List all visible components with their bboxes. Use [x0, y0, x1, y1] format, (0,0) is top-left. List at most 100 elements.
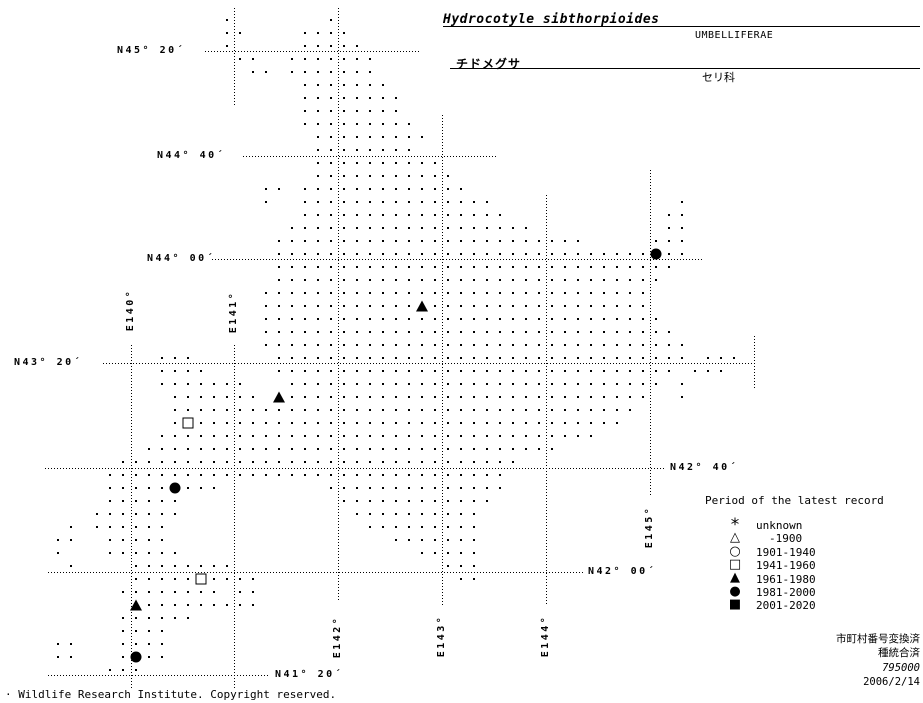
map-grid-dot: [317, 461, 319, 463]
map-grid-dot: [161, 643, 163, 645]
map-grid-dot: [304, 201, 306, 203]
map-grid-dot: [343, 175, 345, 177]
map-grid-dot: [356, 357, 358, 359]
map-grid-dot: [213, 591, 215, 593]
map-grid-dot: [590, 370, 592, 372]
map-grid-dot: [408, 305, 410, 307]
map-grid-dot: [330, 357, 332, 359]
map-grid-dot: [434, 487, 436, 489]
map-grid-dot: [447, 253, 449, 255]
map-grid-dot: [460, 240, 462, 242]
map-grid-dot: [330, 461, 332, 463]
map-grid-dot: [577, 279, 579, 281]
map-grid-dot: [356, 279, 358, 281]
map-grid-dot: [291, 58, 293, 60]
map-grid-dot: [135, 643, 137, 645]
map-grid-dot: [395, 136, 397, 138]
map-grid-dot: [265, 331, 267, 333]
map-grid-dot: [564, 253, 566, 255]
map-grid-dot: [408, 422, 410, 424]
map-grid-dot: [304, 318, 306, 320]
map-grid-dot: [733, 357, 735, 359]
map-grid-dot: [499, 461, 501, 463]
map-grid-dot: [135, 500, 137, 502]
map-grid-dot: [304, 188, 306, 190]
map-grid-dot: [265, 305, 267, 307]
map-grid-dot: [226, 474, 228, 476]
map-grid-dot: [213, 396, 215, 398]
map-grid-dot: [135, 513, 137, 515]
map-grid-dot: [460, 292, 462, 294]
map-grid-dot: [200, 565, 202, 567]
map-grid-dot: [200, 396, 202, 398]
record-filled-triangle: [130, 599, 142, 611]
map-grid-dot: [460, 253, 462, 255]
map-grid-dot: [577, 292, 579, 294]
map-grid-dot: [473, 461, 475, 463]
map-grid-dot: [317, 45, 319, 47]
map-grid-dot: [577, 266, 579, 268]
map-grid-dot: [538, 253, 540, 255]
map-grid-dot: [460, 526, 462, 528]
map-grid-dot: [265, 435, 267, 437]
map-grid-dot: [434, 383, 436, 385]
map-grid-dot: [213, 383, 215, 385]
map-grid-dot: [538, 435, 540, 437]
map-grid-dot: [330, 266, 332, 268]
map-grid-dot: [382, 474, 384, 476]
map-grid-dot: [330, 136, 332, 138]
map-grid-dot: [460, 422, 462, 424]
map-grid-dot: [512, 448, 514, 450]
map-grid-dot: [434, 214, 436, 216]
map-grid-dot: [330, 201, 332, 203]
map-grid-dot: [343, 58, 345, 60]
map-grid-dot: [460, 474, 462, 476]
map-grid-dot: [187, 487, 189, 489]
map-grid-dot: [473, 565, 475, 567]
map-grid-dot: [317, 188, 319, 190]
map-grid-dot: [161, 461, 163, 463]
map-grid-dot: [512, 422, 514, 424]
map-grid-dot: [161, 617, 163, 619]
map-grid-dot: [642, 357, 644, 359]
map-grid-dot: [265, 71, 267, 73]
map-grid-dot: [330, 253, 332, 255]
filled-circle-icon: ●: [729, 583, 741, 599]
map-grid-dot: [499, 279, 501, 281]
map-grid-dot: [265, 201, 267, 203]
map-grid-dot: [447, 318, 449, 320]
map-grid-dot: [304, 344, 306, 346]
map-grid-dot: [369, 344, 371, 346]
legend-item: * unknown: [700, 516, 923, 534]
map-grid-dot: [382, 201, 384, 203]
map-grid-dot: [408, 214, 410, 216]
map-grid-dot: [148, 656, 150, 658]
stamp-date: 2006/2/14: [863, 676, 920, 689]
map-grid-dot: [382, 227, 384, 229]
map-grid-dot: [200, 474, 202, 476]
map-grid-dot: [369, 487, 371, 489]
record-filled-triangle: [273, 391, 285, 403]
map-grid-dot: [499, 396, 501, 398]
map-grid-dot: [603, 331, 605, 333]
map-grid-dot: [343, 71, 345, 73]
map-grid-dot: [291, 435, 293, 437]
map-grid-dot: [343, 97, 345, 99]
map-grid-dot: [499, 383, 501, 385]
map-grid-dot: [239, 396, 241, 398]
map-grid-dot: [551, 253, 553, 255]
map-grid-dot: [538, 292, 540, 294]
map-grid-dot: [382, 97, 384, 99]
map-grid-dot: [317, 266, 319, 268]
longitude-label: E140°: [125, 288, 136, 332]
map-grid-dot: [291, 292, 293, 294]
map-grid-dot: [577, 331, 579, 333]
map-grid-dot: [447, 565, 449, 567]
legend-item: △ -1900: [700, 530, 923, 546]
map-grid-dot: [551, 383, 553, 385]
map-grid-dot: [551, 344, 553, 346]
map-grid-dot: [421, 526, 423, 528]
map-grid-dot: [447, 513, 449, 515]
map-grid-dot: [512, 227, 514, 229]
